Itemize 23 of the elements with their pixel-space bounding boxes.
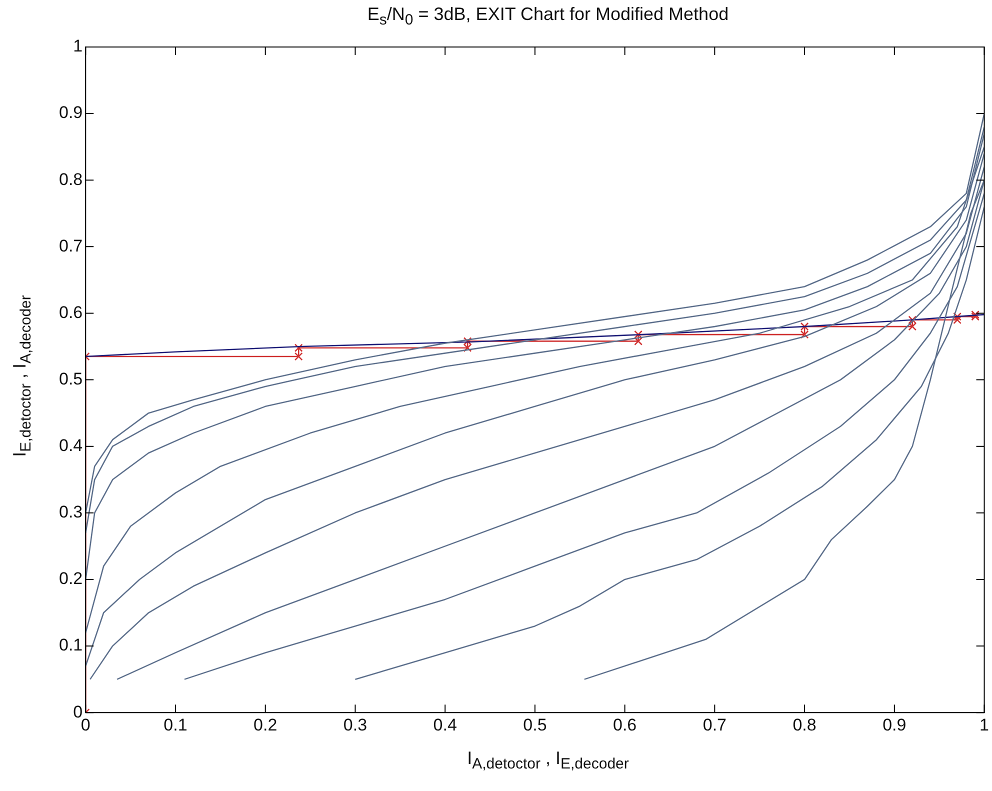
y-tick-label: 0.6 xyxy=(58,302,83,322)
y-tick-label: 0 xyxy=(73,702,83,722)
y-tick-label: 0.1 xyxy=(58,636,83,655)
x-tick-label: 0.8 xyxy=(792,715,816,734)
x-tick-label: 1 xyxy=(980,715,990,734)
y-tick-label: 1 xyxy=(73,36,83,56)
x-tick-label: 0.2 xyxy=(254,715,278,734)
y-tick-label: 0.5 xyxy=(58,369,83,388)
y-tick-label: 0.2 xyxy=(58,569,83,588)
x-tick-label: 0.4 xyxy=(433,715,457,734)
x-axis-title: I$_{A,detoctor}$ , I$_{E,decoder}$ xyxy=(466,748,630,773)
x-tick-label: 0.9 xyxy=(882,715,906,734)
y-tick-label: 0.9 xyxy=(58,103,83,122)
x-tick-label: 0.1 xyxy=(164,715,188,734)
y-tick-label: 0.3 xyxy=(58,502,83,522)
y-tick-label: 0.7 xyxy=(58,236,83,256)
y-tick-label: 0.4 xyxy=(58,436,83,456)
x-tick-label: 0.6 xyxy=(612,715,637,734)
x-tick-label: 0.5 xyxy=(523,715,547,734)
x-tick-label: 0.7 xyxy=(702,715,726,734)
y-tick-label: 0.8 xyxy=(58,170,83,189)
x-tick-label: 0.3 xyxy=(343,715,368,734)
chart-title: E$_{s}$/N$_{0}$ = 3dB, EXIT Chart for Modified Method xyxy=(366,4,730,29)
